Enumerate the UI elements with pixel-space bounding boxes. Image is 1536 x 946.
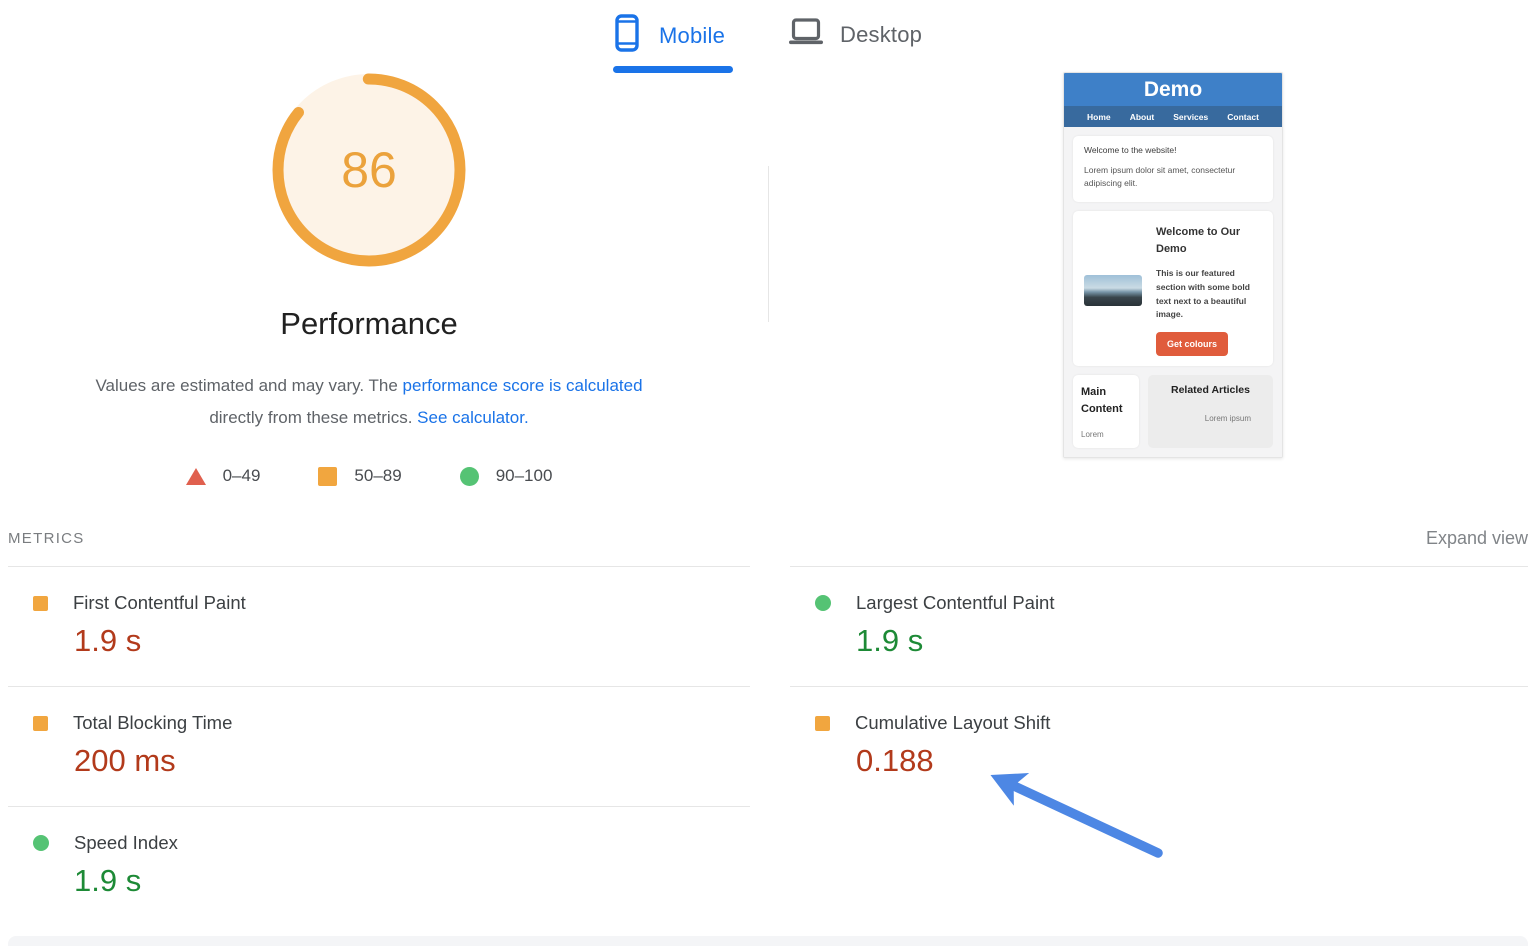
metric-value: 0.188: [856, 743, 934, 778]
metric-rating-icon: [815, 595, 831, 611]
active-tab-underline: [613, 66, 733, 73]
thumb-related-text: Lorem ipsum: [1204, 413, 1251, 423]
legend-item-fail: 0–49: [185, 466, 261, 486]
metric-rating-icon: [815, 715, 830, 731]
thumb-feature-card: Welcome to Our Demo This is our featured…: [1073, 211, 1273, 366]
metric-row-speed-index: Speed Index 1.9 s: [8, 807, 750, 927]
thumb-nav-services: Services: [1173, 111, 1209, 122]
tab-desktop[interactable]: Desktop: [788, 18, 922, 51]
arrow-annotation-icon: [990, 773, 1163, 858]
thumb-nav-about: About: [1129, 111, 1155, 122]
circle-green-icon: [459, 466, 479, 486]
legend-item-average: 50–89: [318, 466, 402, 486]
thumb-main-heading: Main Content: [1081, 385, 1123, 416]
thumb-main-text: Lorem: [1081, 430, 1104, 439]
thumb-related-articles-card: Related Articles Lorem ipsum: [1148, 374, 1273, 448]
score-description: Values are estimated and may vary. The p…: [19, 370, 719, 434]
thumb-feature-heading: Welcome to Our Demo: [1156, 226, 1241, 256]
metric-name: Cumulative Layout Shift: [855, 712, 1051, 733]
thumb-nav-bar: Home About Services Contact: [1064, 106, 1282, 127]
metrics-column-right: Largest Contentful Paint 1.9 s Cumulativ…: [790, 566, 1528, 807]
thumb-feature-image: [1084, 274, 1142, 306]
metric-name: Largest Contentful Paint: [856, 592, 1055, 613]
thumb-intro-text: Lorem ipsum dolor sit amet, consectetur …: [1084, 165, 1236, 189]
thumb-page-body: Welcome to the website! Lorem ipsum dolo…: [1064, 127, 1282, 457]
metrics-section-header: METRICS: [8, 530, 85, 547]
tab-mobile-label: Mobile: [659, 22, 726, 48]
performance-score-value: 86: [341, 142, 397, 198]
metric-rating-icon: [33, 835, 49, 851]
vertical-divider: [768, 166, 769, 322]
thumb-feature-text: This is our featured section with some b…: [1156, 268, 1250, 320]
gauge-arc: [272, 73, 466, 267]
metric-row-cumulative-layout-shift: Cumulative Layout Shift 0.188: [790, 687, 1528, 807]
metric-row-first-contentful-paint: First Contentful Paint 1.9 s: [8, 567, 750, 687]
thumb-site-header: Demo: [1064, 73, 1282, 106]
tab-mobile[interactable]: Mobile: [615, 14, 725, 57]
thumb-site-title: Demo: [1143, 77, 1203, 101]
metric-value: 1.9 s: [856, 623, 924, 658]
score-calculated-link[interactable]: performance score is calculated: [402, 376, 643, 395]
metric-rating-icon: [33, 715, 48, 731]
metric-row-largest-contentful-paint: Largest Contentful Paint 1.9 s: [790, 567, 1528, 687]
next-section-edge: [8, 936, 1528, 946]
thumb-nav-home: Home: [1087, 111, 1111, 122]
metrics-column-left: First Contentful Paint 1.9 s Total Block…: [8, 566, 750, 927]
performance-category-title: Performance: [280, 306, 458, 341]
tab-desktop-label: Desktop: [840, 21, 923, 47]
smartphone-icon: [615, 14, 639, 57]
thumb-intro-heading: Welcome to the website!: [1084, 145, 1177, 155]
description-line2: directly from these metrics.: [209, 408, 418, 427]
metric-name: Speed Index: [74, 832, 178, 853]
legend-item-good: 90–100: [459, 466, 553, 486]
gauge-fill: [273, 74, 465, 266]
thumb-nav-contact: Contact: [1227, 111, 1259, 122]
thumb-main-content-card: Main Content Lorem: [1073, 374, 1139, 448]
score-legend: 0–49 50–89 90–100: [0, 466, 738, 486]
laptop-icon: [788, 18, 824, 51]
thumb-get-colours-button: Get colours: [1156, 331, 1229, 356]
legend-average-range: 50–89: [354, 466, 402, 485]
description-line1: Values are estimated and may vary. The: [95, 376, 403, 395]
see-calculator-link[interactable]: See calculator.: [417, 408, 529, 427]
metric-value: 200 ms: [74, 743, 176, 778]
metric-name: Total Blocking Time: [73, 712, 233, 733]
page-screenshot-thumbnail[interactable]: Demo Home About Services Contact Welcome…: [1063, 72, 1283, 458]
metric-rating-icon: [33, 595, 48, 611]
metric-value: 1.9 s: [74, 623, 142, 658]
square-orange-icon: [318, 466, 338, 486]
performance-score-gauge[interactable]: 86: [269, 70, 469, 270]
thumb-related-heading: Related Articles: [1171, 383, 1250, 396]
expand-view-button[interactable]: Expand view: [1425, 528, 1528, 548]
metric-value: 1.9 s: [74, 863, 142, 898]
metric-name: First Contentful Paint: [73, 592, 246, 613]
metric-row-total-blocking-time: Total Blocking Time 200 ms: [8, 687, 750, 807]
thumb-intro-card: Welcome to the website! Lorem ipsum dolo…: [1073, 136, 1273, 203]
legend-fail-range: 0–49: [222, 466, 261, 485]
triangle-red-icon: [185, 467, 206, 485]
legend-good-range: 90–100: [495, 466, 553, 485]
